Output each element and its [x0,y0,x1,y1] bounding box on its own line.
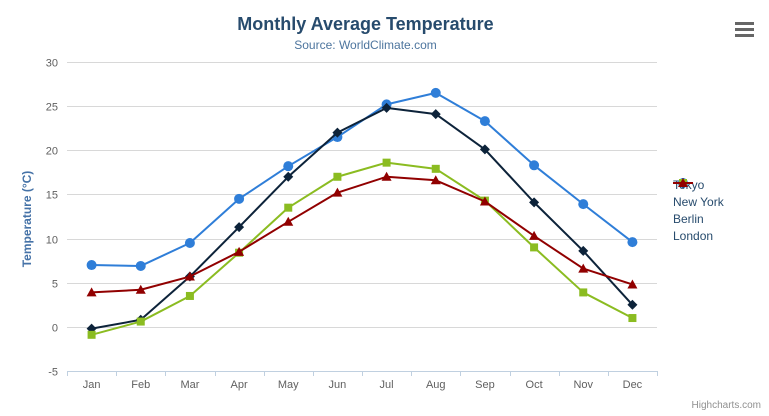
hamburger-menu-icon [735,33,754,37]
marker-tokyo[interactable] [430,87,441,98]
marker-london[interactable] [283,216,294,226]
legend-label-new-york: New York [673,194,724,209]
x-tick-label: Feb [131,379,150,391]
chart-title: Monthly Average Temperature [237,14,494,34]
highcharts-credit-link[interactable]: Highcharts.com [691,400,761,411]
export-menu-button[interactable] [733,18,758,40]
y-axis-title: Temperature (°C) [20,170,34,268]
x-tick-label: Jun [329,379,347,391]
marker-tokyo[interactable] [627,237,638,248]
marker-london[interactable] [529,230,540,240]
y-tick-label: 20 [46,146,58,158]
y-tick-label: 30 [46,58,58,70]
marker-london[interactable] [381,171,392,181]
x-tick-label: Sep [475,379,495,391]
marker-berlin[interactable] [530,243,539,252]
marker-tokyo[interactable] [578,199,589,210]
hamburger-menu-icon [735,27,754,31]
marker-berlin[interactable] [579,288,588,297]
series-line-new-york[interactable] [90,106,634,330]
marker-london[interactable] [332,187,343,197]
marker-london-legend[interactable] [678,178,688,187]
y-tick-label: 0 [52,323,58,335]
legend-label-berlin: Berlin [673,211,704,226]
marker-new-york[interactable] [578,245,589,256]
hamburger-menu-icon [735,21,754,25]
marker-berlin[interactable] [382,158,391,167]
marker-tokyo[interactable] [529,160,540,171]
marker-new-york[interactable] [381,102,392,113]
marker-berlin[interactable] [87,330,96,339]
y-tick-label: 25 [46,102,58,114]
marker-london[interactable] [86,287,97,297]
marker-tokyo[interactable] [86,260,97,271]
x-tick-label: May [278,379,299,391]
marker-new-york[interactable] [430,109,441,120]
x-tick-label: Jul [380,379,394,391]
marker-berlin[interactable] [136,317,145,326]
x-tick-label: Jan [83,379,101,391]
y-tick-label: -5 [48,367,58,379]
marker-berlin[interactable] [185,291,194,300]
marker-new-york[interactable] [332,127,343,138]
x-tick-label: Apr [231,379,248,391]
legend: Tokyo New York Berlin London [673,177,724,243]
chart-subtitle: Source: WorldClimate.com [294,38,437,52]
y-tick-label: 10 [46,235,58,247]
legend-item-london[interactable]: London [673,178,724,243]
marker-london[interactable] [479,196,490,206]
marker-berlin[interactable] [333,172,342,181]
y-tick-label: 5 [52,279,58,291]
y-tick-label: 15 [46,190,58,202]
x-tick-label: Nov [573,379,593,391]
marker-london[interactable] [234,246,245,256]
x-tick-label: Aug [426,379,446,391]
marker-london[interactable] [184,271,195,281]
legend-item-new-york[interactable]: New York [673,178,724,209]
x-tick-label: Oct [526,379,543,391]
marker-tokyo[interactable] [234,193,245,204]
legend-item-berlin[interactable]: Berlin [673,179,724,226]
marker-berlin[interactable] [431,164,440,173]
marker-tokyo[interactable] [135,260,146,271]
x-tick-label: Dec [623,379,643,391]
marker-new-york[interactable] [283,171,294,182]
marker-berlin[interactable] [284,203,293,212]
marker-new-york[interactable] [529,197,540,208]
marker-london[interactable] [627,279,638,289]
marker-new-york[interactable] [234,222,245,233]
marker-new-york[interactable] [479,144,490,155]
x-tick-label: Mar [180,379,199,391]
marker-new-york[interactable] [627,299,638,310]
marker-london[interactable] [578,263,589,273]
series-line-berlin[interactable] [90,161,634,336]
marker-tokyo[interactable] [184,237,195,248]
series-line-london[interactable] [90,175,634,294]
marker-tokyo[interactable] [479,116,490,127]
marker-london[interactable] [135,284,146,294]
marker-berlin[interactable] [628,314,637,323]
legend-label-london: London [673,228,714,243]
legend-triangle-icon [673,178,693,187]
marker-tokyo[interactable] [283,161,294,172]
marker-london[interactable] [430,175,441,185]
